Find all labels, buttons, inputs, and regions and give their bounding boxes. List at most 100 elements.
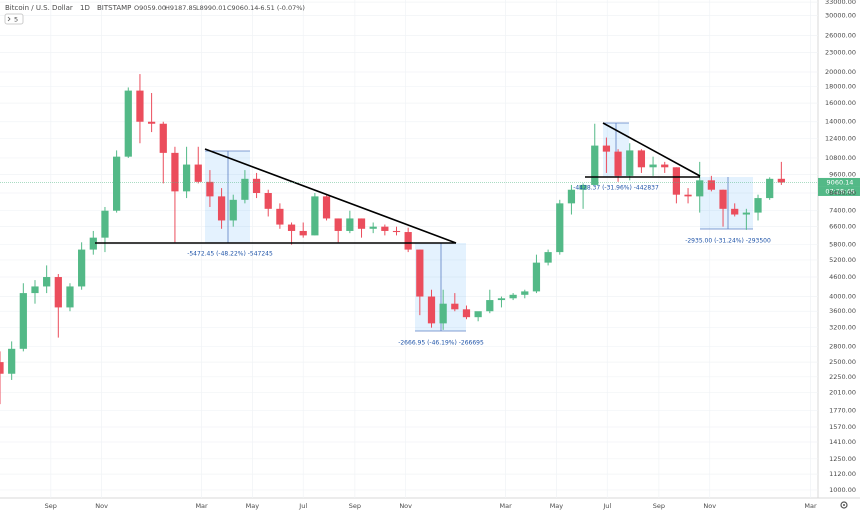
candle-body bbox=[521, 291, 529, 295]
ohlc-change: -6.51 (-0.07%) bbox=[258, 4, 305, 12]
candle-body bbox=[649, 164, 657, 168]
candle-body bbox=[427, 296, 436, 324]
candle-body bbox=[299, 230, 307, 236]
candle-body bbox=[777, 178, 785, 183]
ohlc-low: L8990.01 bbox=[196, 4, 227, 12]
candle-body bbox=[171, 152, 179, 192]
candle-body bbox=[754, 198, 762, 213]
candle-body bbox=[591, 145, 599, 185]
y-tick-label: 5200.00 bbox=[829, 256, 856, 264]
measure-label: -2935.00 (-31.24%) -293500 bbox=[685, 238, 771, 245]
y-tick-label: 1120.00 bbox=[829, 470, 856, 478]
candle-body bbox=[614, 151, 622, 176]
y-tick-label: 4000.00 bbox=[829, 293, 856, 301]
x-tick-label: Sep bbox=[349, 502, 361, 510]
candle-body bbox=[89, 237, 97, 250]
gear-icon bbox=[840, 501, 848, 509]
candle-body bbox=[369, 226, 377, 229]
indicator-toggle[interactable] bbox=[4, 13, 24, 25]
countdown-label: 07:28:49 bbox=[825, 187, 854, 195]
x-tick-label: Mar bbox=[195, 502, 208, 510]
exchange: BITSTAMP bbox=[97, 4, 131, 12]
candle-body bbox=[381, 226, 389, 231]
candle-body bbox=[497, 298, 506, 301]
candle-body bbox=[194, 164, 202, 182]
candle-body bbox=[217, 196, 226, 221]
x-tick-label: Nov bbox=[399, 502, 412, 510]
y-tick-label: 26000.00 bbox=[825, 31, 856, 39]
y-tick-label: 33000.00 bbox=[825, 0, 856, 6]
candle-body bbox=[19, 293, 27, 349]
candle-body bbox=[731, 208, 739, 215]
y-tick-label: 1770.00 bbox=[829, 406, 856, 414]
ohlc-high: H9187.85 bbox=[165, 4, 197, 12]
x-tick-label: May bbox=[246, 502, 260, 510]
candle-body bbox=[707, 180, 715, 190]
y-tick-label: 9600.00 bbox=[829, 170, 856, 178]
y-tick-label: 30000.00 bbox=[825, 11, 856, 19]
candle-body bbox=[78, 249, 86, 287]
settings-button[interactable] bbox=[840, 501, 848, 509]
candle-body bbox=[579, 184, 587, 190]
candle-body bbox=[241, 178, 249, 200]
y-tick-label: 3200.00 bbox=[829, 324, 856, 332]
indicator-count: 5 bbox=[14, 16, 18, 24]
candle-body bbox=[626, 150, 634, 176]
candle-body bbox=[451, 303, 459, 310]
candle-body bbox=[404, 232, 412, 250]
candle-body bbox=[474, 311, 482, 318]
candle-body bbox=[346, 218, 354, 231]
candle-body bbox=[101, 210, 109, 238]
measure-label: -4428.37 (-31.96%) -442837 bbox=[573, 185, 659, 192]
candle-body bbox=[684, 194, 692, 197]
candle-body bbox=[287, 224, 296, 231]
y-tick-label: 7400.00 bbox=[829, 207, 856, 215]
symbol-title: Bitcoin / U.S. Dollar bbox=[5, 4, 73, 12]
y-tick-label: 3600.00 bbox=[829, 307, 856, 315]
candle-body bbox=[567, 189, 576, 204]
candle-body bbox=[532, 262, 541, 292]
y-tick-label: 20000.00 bbox=[825, 68, 856, 76]
legend: Bitcoin / U.S. Dollar 1D BITSTAMP O9059.… bbox=[4, 4, 305, 25]
countdown-tag bbox=[818, 186, 860, 196]
candle-body bbox=[0, 362, 4, 374]
candle-body bbox=[637, 150, 646, 168]
price-tag bbox=[818, 177, 860, 187]
y-tick-label: 14000.00 bbox=[825, 118, 856, 126]
candle-body bbox=[439, 303, 447, 324]
chevron-icon bbox=[7, 16, 11, 22]
candle-body bbox=[334, 218, 342, 231]
candle-body bbox=[322, 196, 331, 219]
candle-body bbox=[8, 348, 16, 374]
candle-body bbox=[357, 218, 366, 229]
y-tick-label: 2010.00 bbox=[829, 389, 856, 397]
candle-body bbox=[124, 90, 132, 157]
candle-body bbox=[182, 164, 191, 192]
y-tick-label: 10800.00 bbox=[825, 154, 856, 162]
candle-body bbox=[486, 300, 494, 312]
measure-label: -2666.95 (-46.19%) -266695 bbox=[398, 340, 484, 347]
interval: 1D bbox=[80, 4, 90, 12]
candles bbox=[0, 74, 785, 405]
y-tick-label: 1570.00 bbox=[829, 423, 856, 431]
candle-body bbox=[31, 286, 39, 294]
candle-body bbox=[276, 208, 284, 225]
candle-body bbox=[311, 196, 319, 236]
candle-body bbox=[742, 212, 750, 215]
y-tick-label: 6600.00 bbox=[829, 223, 856, 231]
x-tick-label: Nov bbox=[703, 502, 716, 510]
candle-body bbox=[766, 178, 774, 199]
y-tick-label: 16000.00 bbox=[825, 99, 856, 107]
candle-body bbox=[229, 199, 237, 221]
ohlc-open: O9059.00 bbox=[134, 4, 166, 12]
x-tick-label: Jul bbox=[298, 502, 307, 510]
y-tick-label: 23000.00 bbox=[825, 48, 856, 56]
candle-body bbox=[416, 249, 424, 297]
x-tick-label: Jul bbox=[602, 502, 611, 510]
trend-line bbox=[602, 122, 701, 177]
y-tick-label: 5800.00 bbox=[829, 241, 856, 249]
x-tick-label: Nov bbox=[95, 502, 108, 510]
candle-body bbox=[113, 156, 121, 211]
